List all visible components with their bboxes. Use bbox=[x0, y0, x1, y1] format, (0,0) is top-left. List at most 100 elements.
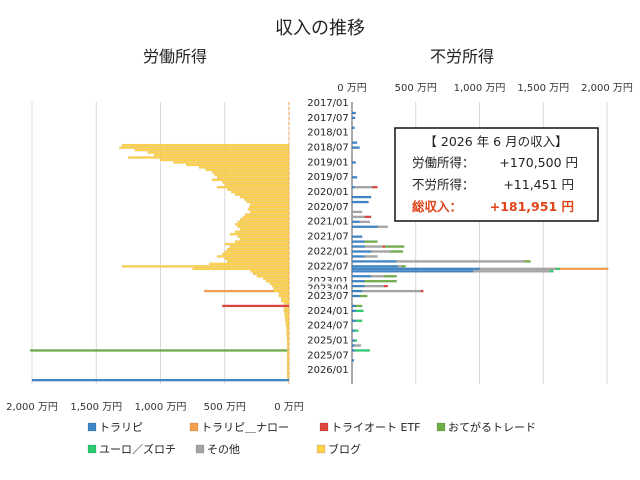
passive-bar bbox=[351, 270, 474, 273]
labor-bar bbox=[286, 369, 290, 372]
passive-bar bbox=[351, 111, 356, 115]
passive-bar bbox=[370, 250, 391, 253]
passive-bar bbox=[351, 359, 355, 362]
date-label-bg bbox=[306, 110, 350, 123]
labor-bar bbox=[283, 302, 290, 305]
labor-bar bbox=[283, 307, 290, 310]
date-label: 2022/01 bbox=[307, 246, 349, 257]
right-tick-label: 0 万円 bbox=[337, 83, 367, 94]
labor-bar bbox=[250, 210, 290, 214]
passive-bar bbox=[559, 267, 609, 271]
labor-bar bbox=[273, 287, 290, 290]
date-label: 2017/07 bbox=[307, 113, 349, 124]
date-label-bg bbox=[306, 214, 350, 227]
labor-bar bbox=[286, 326, 290, 330]
passive-bar bbox=[351, 319, 356, 323]
date-label: 2019/07 bbox=[307, 172, 349, 183]
legend-swatch bbox=[316, 444, 326, 454]
labor-bar bbox=[29, 349, 288, 352]
date-label: 2021/07 bbox=[307, 232, 349, 243]
labor-bar bbox=[286, 336, 290, 340]
labor-bar bbox=[147, 151, 290, 154]
passive-bar bbox=[351, 309, 356, 313]
passive-bar bbox=[396, 260, 525, 263]
date-label-bg bbox=[306, 363, 350, 376]
passive-value: +11,451 円 bbox=[503, 177, 574, 192]
legend-swatch bbox=[436, 422, 446, 432]
labor-bar bbox=[281, 297, 290, 300]
labor-bar bbox=[240, 218, 290, 221]
legend-swatch bbox=[87, 444, 97, 454]
labor-bar bbox=[242, 215, 290, 219]
passive-bar bbox=[390, 250, 404, 253]
labor-bar bbox=[240, 228, 290, 231]
date-label: 2026/01 bbox=[307, 365, 349, 376]
passive-subtitle: 不労所得 bbox=[430, 47, 494, 66]
labor-bar bbox=[286, 356, 290, 360]
labor-bar bbox=[249, 205, 290, 209]
passive-bar bbox=[351, 240, 365, 243]
left-tick-label: 1,500 万円 bbox=[70, 402, 122, 413]
labor-bar bbox=[286, 351, 290, 355]
right-tick-label: 500 万円 bbox=[395, 83, 437, 94]
passive-bar bbox=[351, 210, 363, 214]
passive-bar bbox=[377, 225, 388, 229]
labor-bar bbox=[252, 272, 290, 276]
date-label: 2018/01 bbox=[307, 128, 349, 139]
passive-bar bbox=[364, 240, 378, 243]
labor-bar bbox=[222, 304, 290, 308]
labor-bar bbox=[286, 331, 290, 335]
labor-bar bbox=[119, 146, 290, 149]
passive-bar bbox=[555, 267, 560, 271]
passive-bar bbox=[351, 255, 365, 258]
date-label-bg bbox=[306, 96, 350, 108]
date-label: 2020/01 bbox=[307, 187, 349, 198]
info-box-header: 【 2026 年 6 月の収入】 bbox=[424, 134, 567, 149]
date-label-bg bbox=[306, 244, 350, 257]
labor-bar bbox=[286, 361, 290, 365]
passive-bar bbox=[479, 267, 557, 271]
labor-bar bbox=[121, 265, 290, 268]
labor-bar bbox=[216, 185, 290, 189]
labor-bar bbox=[272, 284, 290, 288]
labor-bar bbox=[278, 294, 290, 298]
date-label-bg bbox=[306, 229, 350, 242]
date-label: 2025/01 bbox=[307, 335, 349, 346]
passive-bar bbox=[351, 200, 369, 204]
labor-bar bbox=[192, 267, 290, 271]
labor-bar bbox=[237, 235, 290, 238]
passive-bar bbox=[354, 344, 362, 347]
labor-bar bbox=[153, 153, 290, 157]
passive-bar bbox=[351, 225, 378, 229]
labor-subtitle: 労働所得 bbox=[143, 47, 207, 66]
passive-bar bbox=[523, 260, 531, 263]
date-label-bg bbox=[306, 185, 350, 198]
labor-bar bbox=[286, 346, 290, 350]
labor-bar bbox=[286, 371, 290, 374]
passive-bar bbox=[364, 255, 378, 258]
passive-bar bbox=[383, 284, 388, 288]
labor-bar bbox=[234, 193, 290, 196]
passive-bar bbox=[351, 185, 355, 189]
passive-bar bbox=[351, 116, 356, 120]
passive-bar bbox=[359, 220, 370, 224]
passive-bar bbox=[364, 279, 397, 283]
labor-label: 労働所得： bbox=[412, 155, 475, 170]
labor-bar bbox=[245, 213, 290, 216]
passive-bar bbox=[351, 267, 480, 271]
labor-bar bbox=[269, 282, 290, 285]
passive-bar bbox=[354, 349, 370, 352]
labor-bar bbox=[278, 292, 290, 295]
labor-bar bbox=[250, 203, 290, 206]
chart-title: 収入の推移 bbox=[275, 18, 365, 39]
passive-bar bbox=[351, 284, 365, 288]
date-label: 2020/07 bbox=[307, 202, 349, 213]
passive-bar bbox=[351, 339, 355, 342]
labor-bar bbox=[286, 364, 290, 367]
passive-bar bbox=[351, 250, 372, 253]
labor-bar bbox=[160, 158, 290, 162]
date-label: 2018/07 bbox=[307, 143, 349, 154]
right-tick-label: 1,000 万円 bbox=[454, 83, 506, 94]
labor-bar bbox=[240, 195, 290, 199]
